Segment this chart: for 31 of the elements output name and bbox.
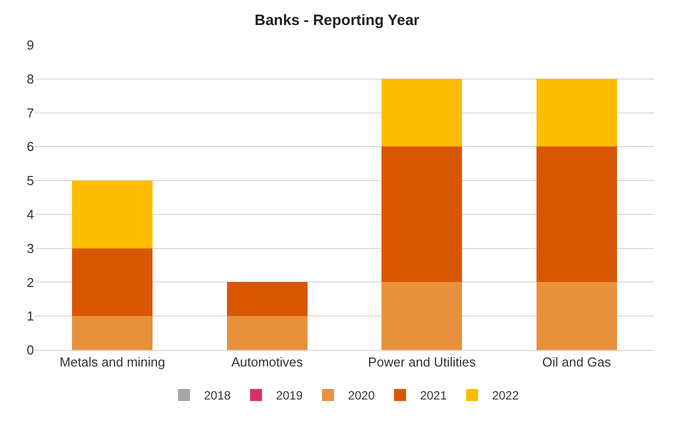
chart-title: Banks - Reporting Year	[254, 12, 420, 30]
y-tick-label: 9	[26, 38, 34, 53]
bar	[382, 282, 462, 350]
y-tick-label: 2	[26, 274, 34, 290]
bar	[536, 78, 617, 147]
bar	[72, 180, 153, 248]
legend-label: 2018	[204, 388, 232, 403]
y-tick-label: 0	[26, 342, 34, 358]
legend-label: 2022	[492, 388, 520, 403]
bar	[72, 316, 153, 350]
legend-label: 2021	[420, 388, 448, 403]
bar	[226, 316, 308, 350]
y-tick-label: 4	[26, 206, 34, 222]
y-tick-label: 7	[26, 105, 34, 120]
x-tick-label: Metals and mining	[60, 354, 166, 370]
x-tick-label: Oil and Gas	[542, 354, 612, 370]
bar	[382, 146, 462, 282]
y-tick-label: 6	[26, 139, 34, 154]
y-tick-label: 3	[26, 240, 34, 256]
y-tick-label: 5	[26, 173, 34, 188]
x-tick-label: Automotives	[231, 354, 304, 370]
bar	[536, 146, 617, 282]
y-tick-label: 8	[26, 71, 34, 86]
y-tick-label: 1	[26, 308, 34, 324]
legend-label: 2019	[276, 388, 304, 403]
bar	[382, 78, 462, 147]
bar	[536, 282, 617, 350]
bar	[72, 248, 153, 316]
legend-label: 2020	[348, 388, 376, 403]
bar	[226, 282, 308, 316]
x-tick-label: Power and Utilities	[368, 354, 476, 370]
